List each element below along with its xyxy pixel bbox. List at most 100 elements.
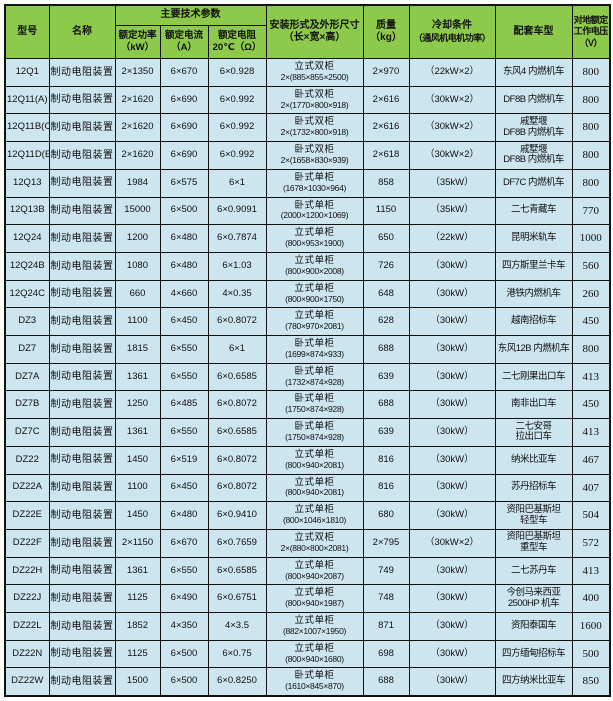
cell-rated-power: 1200 [114,224,161,253]
cell-install: 立式单柜 (800×940×1680) [265,639,364,669]
cell-name: 制动电阻装置 [48,556,116,586]
cell-model: DZ22W [4,667,50,697]
cell-model: DZ22F [4,528,50,558]
cell-cooling: （30kW） [408,445,496,475]
cell-voltage: 467 [571,445,611,475]
cell-mass: 650 [362,224,410,253]
cell-vehicle: 戚墅堰 DF8B 内燃机车 [494,141,573,170]
header-params-group: 主要技术参数 [114,4,267,26]
cell-voltage: 450 [571,307,611,337]
header-vehicle: 配套车型 [494,4,573,59]
cell-install: 卧式单柜 (1610×845×870) [265,667,364,697]
install-form: 立式单柜 [294,310,335,322]
cell-cooling: （22kW） [408,224,496,253]
cell-rated-current: 6×670 [159,528,209,558]
install-dims: (800×1046×1810) [282,515,347,526]
install-form: 卧式单柜 [294,670,335,682]
table-row: 12Q1 制动电阻装置 2×1350 6×670 6×0.928 立式双柜 2×(885×8… [4,58,611,87]
cell-rated-resistance: 6×0.8072 [207,473,267,503]
cell-cooling: （30kW） [408,501,496,530]
cell-rated-power: 1984 [114,168,161,198]
cell-name: 制动电阻装置 [48,528,116,558]
cell-model: 12Q11(A) [4,85,50,115]
install-dims: (1750×874×928) [285,404,344,415]
table-row: DZ22F 制动电阻装置 2×1150 6×670 6×0.7659 立式双柜 2×(880… [4,528,611,558]
cell-cooling: （30kW） [408,335,496,364]
header-rated-current: 额定电流 （A） [159,25,209,59]
cell-cooling: （30kW） [408,667,496,697]
cell-rated-power: 1100 [114,473,161,503]
cell-rated-current: 6×550 [159,418,209,447]
cell-rated-power: 2×1620 [114,113,161,143]
cell-cooling: （30kW） [408,251,496,281]
cell-rated-resistance: 4×3.5 [207,612,267,641]
cell-install: 卧式双柜 2×(1770×800×918) [265,85,364,115]
cell-name: 制动电阻装置 [48,584,116,614]
cell-rated-power: 1125 [114,584,161,614]
cell-install: 卧式单柜 (1750×874×928) [265,418,364,447]
cell-mass: 2×616 [362,113,410,143]
cell-name: 制动电阻装置 [48,58,116,87]
header-name: 名称 [48,4,116,59]
cell-name: 制动电阻装置 [48,196,116,226]
install-dims: (882×1007×1950) [282,625,347,636]
cell-rated-resistance: 6×0.992 [207,141,267,170]
cell-name: 制动电阻装置 [48,279,116,309]
cell-vehicle: 纳米比亚车 [494,445,573,475]
install-dims: (1610×845×870) [285,681,344,692]
cell-cooling: （30kW） [408,390,496,420]
cell-name: 制动电阻装置 [48,667,116,697]
install-dims: 2×(880×800×2081) [280,542,349,553]
cell-name: 制动电阻装置 [48,362,116,392]
cell-rated-current: 4×660 [159,279,209,309]
cell-rated-power: 2×1150 [114,528,161,558]
cell-vehicle: 东风4 内燃机车 [494,58,573,87]
install-form: 立式单柜 [294,282,335,294]
cell-model: DZ22N [4,639,50,669]
cell-name: 制动电阻装置 [48,445,116,475]
cell-rated-current: 6×480 [159,251,209,281]
install-dims: (2000×1200×1069) [280,210,349,221]
install-form: 卧式单柜 [294,338,335,350]
install-form: 立式单柜 [294,254,335,266]
cell-rated-power: 1361 [114,418,161,447]
cell-voltage: 413 [571,362,611,392]
install-dims: (1678×1030×964) [282,182,347,193]
cell-model: DZ3 [4,307,50,337]
cell-cooling: （22kW×2） [408,58,496,87]
cell-vehicle: 四方纳米比亚车 [494,667,573,697]
table-row: 12Q13 制动电阻装置 1984 6×575 6×1 卧式单柜 (1678×1030×96… [4,168,611,198]
table-row: DZ22 制动电阻装置 1450 6×519 6×0.8072 立式单柜 (800×940×… [4,445,611,475]
header-voltage: 对地额定 工作电压 （V） [571,4,611,59]
cell-vehicle: 二七青藏车 [494,196,573,226]
install-form: 卧式双柜 [294,144,335,156]
cell-cooling: （30kW×2） [408,528,496,558]
cell-install: 立式单柜 (800×953×1900) [265,224,364,253]
cell-rated-power: 1361 [114,362,161,392]
cell-rated-resistance: 6×0.9410 [207,501,267,530]
cell-mass: 748 [362,584,410,614]
cell-install: 卧式单柜 (1732×874×928) [265,362,364,392]
cell-install: 立式单柜 (800×940×2087) [265,556,364,586]
install-dims: 2×(885×855×2500) [280,71,349,82]
cell-name: 制动电阻装置 [48,251,116,281]
cell-voltage: 407 [571,473,611,503]
cell-voltage: 1600 [571,612,611,641]
cell-mass: 1150 [362,196,410,226]
cell-cooling: （30kW） [408,418,496,447]
cell-name: 制动电阻装置 [48,85,116,115]
cell-vehicle: DF8B 内燃机车 [494,85,573,115]
cell-voltage: 400 [571,584,611,614]
install-form: 立式单柜 [294,448,335,460]
cell-vehicle: 二七苏丹车 [494,556,573,586]
cell-cooling: （35kW） [408,196,496,226]
install-dims: 2×(1658×830×939) [280,155,349,166]
cell-voltage: 450 [571,390,611,420]
cell-rated-resistance: 6×1 [207,335,267,364]
cell-cooling: （30kW×2） [408,85,496,115]
cell-vehicle: DF7C 内燃机车 [494,168,573,198]
cell-model: DZ22E [4,501,50,530]
header-cooling-sub: （通风机电机功率） [413,32,491,43]
install-dims: 2×(1770×800×918) [280,99,349,110]
cell-cooling: （30kW×2） [408,113,496,143]
